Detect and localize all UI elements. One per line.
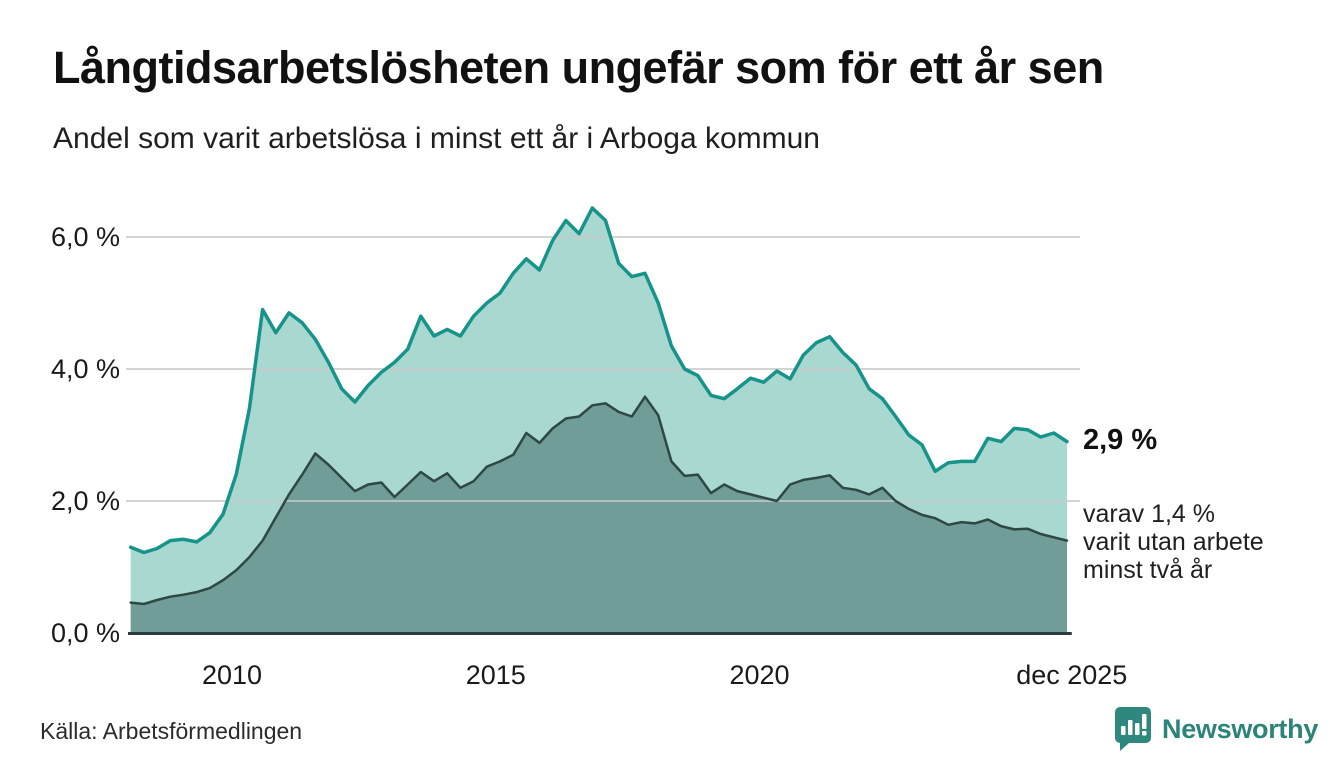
secondary-value-label: varav 1,4 % varit utan arbete minst två … [1083, 500, 1264, 584]
x-tick-label: 2015 [465, 660, 526, 690]
series-area [130, 396, 1067, 633]
source-label: Källa: Arbetsförmedlingen [40, 718, 303, 744]
y-tick-label: 6,0 % [50, 222, 120, 252]
chart-subtitle: Andel som varit arbetslösa i minst ett å… [53, 122, 820, 155]
secondary-value-line: minst två år [1083, 556, 1213, 584]
brand-logo: Newsworthy [1112, 704, 1318, 754]
x-tick-label: 2010 [201, 660, 263, 690]
newsworthy-icon [1115, 707, 1151, 751]
secondary-value-line: varit utan arbete [1083, 528, 1264, 556]
y-tick-label: 4,0 % [50, 354, 120, 384]
page-title: Långtidsarbetslösheten ungefär som för e… [53, 42, 1104, 93]
x-tick-label: 2020 [729, 660, 790, 690]
secondary-value-line: varav 1,4 % [1083, 500, 1216, 528]
latest-value-label: 2,9 % [1083, 424, 1158, 456]
brand-name: Newsworthy [1162, 713, 1319, 744]
y-tick-label: 0,0 % [50, 618, 120, 648]
series-line [129, 395, 1069, 606]
y-tick-label: 2,0 % [50, 486, 120, 516]
series-line [128, 206, 1069, 555]
x-tick-label: dec 2025 [1016, 660, 1128, 690]
